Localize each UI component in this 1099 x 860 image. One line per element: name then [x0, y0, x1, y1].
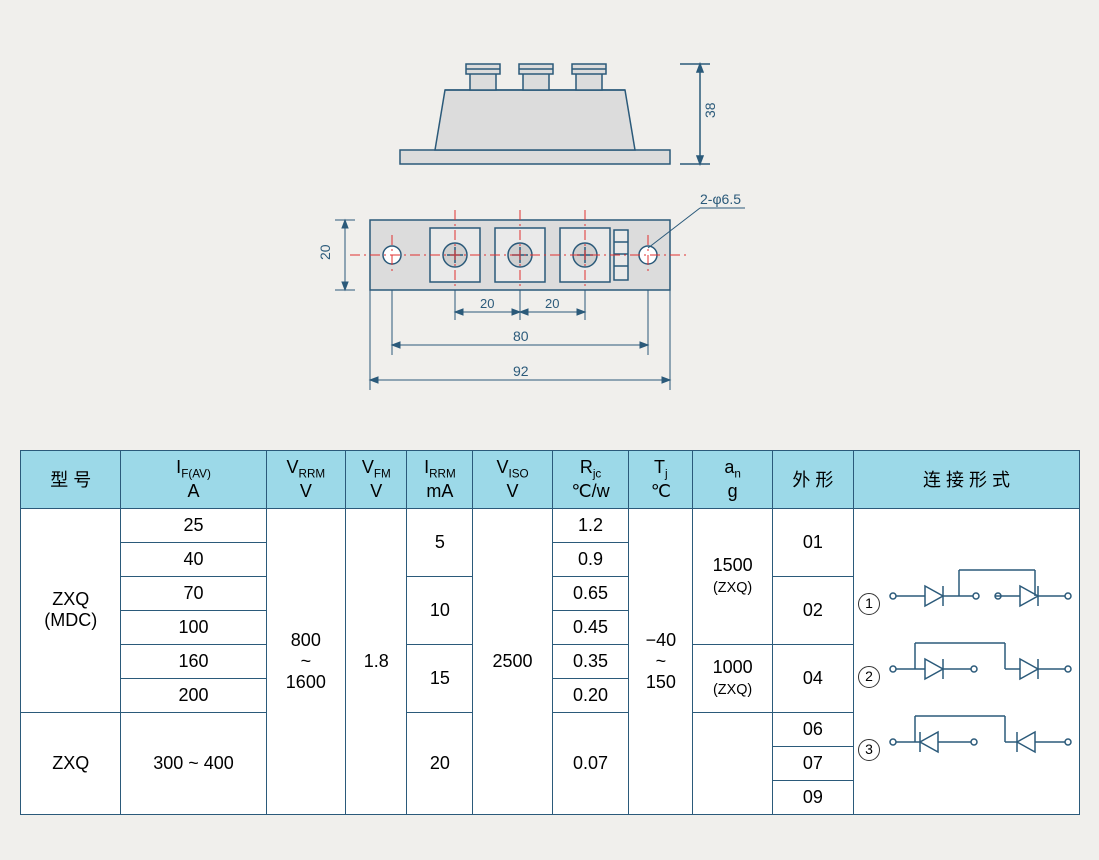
rjc-1: 1.2 [552, 508, 629, 542]
dim-pitch1: 20 [480, 296, 494, 311]
model-1: ZXQ (MDC) [21, 508, 121, 712]
col-an: ang [693, 451, 772, 509]
spec-table: 型 号 IF(AV)A VRRMV VFMV IRRMmA VISOV Rjc℃… [20, 450, 1080, 815]
ifav-25: 25 [121, 508, 266, 542]
rjc-2: 0.9 [552, 542, 629, 576]
col-conn: 连 接 形 式 [853, 451, 1079, 509]
irrm-10: 10 [407, 576, 473, 644]
col-shape: 外 形 [772, 451, 853, 509]
ifav-40: 40 [121, 542, 266, 576]
ifav-300-400: 300 ~ 400 [121, 712, 266, 814]
dim-width: 20 [317, 244, 333, 260]
tj: −40 ~ 150 [629, 508, 693, 814]
col-ifav: IF(AV)A [121, 451, 266, 509]
conn-label-3: 3 [858, 739, 880, 761]
connection-diagrams: 1 [853, 508, 1079, 814]
col-irrm: IRRMmA [407, 451, 473, 509]
col-viso: VISOV [473, 451, 552, 509]
rjc-7: 0.07 [552, 712, 629, 814]
ifav-100: 100 [121, 610, 266, 644]
col-tj: Tj℃ [629, 451, 693, 509]
vfm: 1.8 [346, 508, 407, 814]
an-blank [693, 712, 772, 814]
side-view-drawing: 38 [340, 20, 760, 190]
col-vfm: VFMV [346, 451, 407, 509]
irrm-5: 5 [407, 508, 473, 576]
table-row: ZXQ (MDC) 25 800 ~ 1600 1.8 5 2500 1.2 −… [21, 508, 1080, 542]
conn-label-1: 1 [858, 593, 880, 615]
shape-07: 07 [772, 746, 853, 780]
col-model: 型 号 [21, 451, 121, 509]
technical-drawings: 38 [20, 20, 1079, 420]
header-row: 型 号 IF(AV)A VRRMV VFMV IRRMmA VISOV Rjc℃… [21, 451, 1080, 509]
dim-hole: 2-φ6.5 [700, 191, 741, 207]
rjc-6: 0.20 [552, 678, 629, 712]
model-2: ZXQ [21, 712, 121, 814]
viso: 2500 [473, 508, 552, 814]
shape-09: 09 [772, 780, 853, 814]
irrm-20: 20 [407, 712, 473, 814]
shape-04: 04 [772, 644, 853, 712]
top-view-drawing: 2-φ6.5 20 20 20 [300, 190, 800, 420]
dim-outer-len: 92 [513, 363, 529, 379]
ifav-200: 200 [121, 678, 266, 712]
shape-02: 02 [772, 576, 853, 644]
conn-diagram-3 [885, 704, 1075, 754]
conn-diagram-1 [885, 558, 1075, 608]
dim-pitch2: 20 [545, 296, 559, 311]
col-rjc: Rjc℃/w [552, 451, 629, 509]
ifav-160: 160 [121, 644, 266, 678]
an-1000: 1000(ZXQ) [693, 644, 772, 712]
rjc-3: 0.65 [552, 576, 629, 610]
an-1500: 1500(ZXQ) [693, 508, 772, 644]
rjc-5: 0.35 [552, 644, 629, 678]
irrm-15: 15 [407, 644, 473, 712]
ifav-70: 70 [121, 576, 266, 610]
dim-height: 38 [702, 102, 718, 118]
conn-label-2: 2 [858, 666, 880, 688]
col-vrrm: VRRMV [266, 451, 345, 509]
vrrm: 800 ~ 1600 [266, 508, 345, 814]
rjc-4: 0.45 [552, 610, 629, 644]
conn-diagram-2 [885, 631, 1075, 681]
dim-inner-len: 80 [513, 328, 529, 344]
shape-06: 06 [772, 712, 853, 746]
shape-01: 01 [772, 508, 853, 576]
